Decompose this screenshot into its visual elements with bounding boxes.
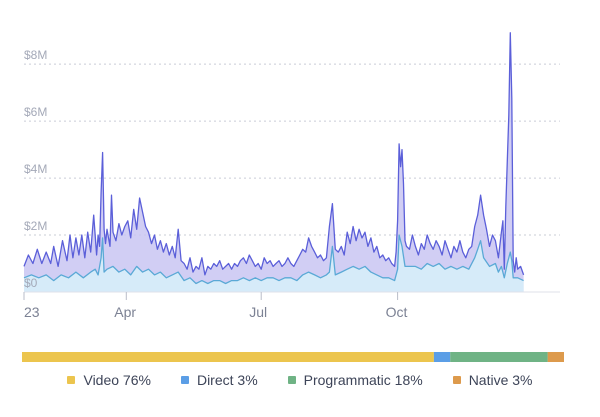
share-segment: [433, 352, 451, 362]
legend-item-direct[interactable]: Direct 3%: [180, 372, 258, 388]
legend-item-programmatic[interactable]: Programmatic 18%: [287, 372, 423, 388]
legend-item-native[interactable]: Native 3%: [452, 372, 533, 388]
share-segment: [450, 352, 548, 362]
legend-swatch-direct: [180, 376, 189, 384]
y-tick-label: $0: [24, 276, 38, 290]
legend-swatch-native: [452, 376, 461, 384]
x-tick-label: Oct: [386, 304, 408, 320]
gridlines: [24, 63, 560, 236]
y-tick-label: $6M: [24, 105, 47, 119]
y-tick-label: $4M: [24, 162, 47, 176]
legend-label-programmatic: Programmatic 18%: [303, 372, 423, 388]
series-line-base: [23, 234, 524, 285]
legend-label-direct: Direct 3%: [196, 372, 258, 388]
series-areas: [23, 32, 525, 293]
x-tick-label: Apr: [114, 304, 136, 320]
series-line-total: [23, 32, 525, 276]
x-axis-ticks: 23 Apr Jul Oct: [23, 291, 560, 320]
legend: Video 76% Direct 3% Programmatic 18% Nat…: [0, 372, 600, 388]
share-bar: [22, 352, 564, 362]
legend-swatch-programmatic: [287, 376, 296, 384]
share-segment: [22, 352, 434, 362]
legend-label-video: Video 76%: [83, 372, 151, 388]
x-tick-label: 23: [24, 304, 40, 320]
y-axis-ticks: $0 $2M $4M $6M $8M: [24, 48, 47, 290]
x-tick-label: Jul: [249, 304, 267, 320]
legend-label-native: Native 3%: [468, 372, 533, 388]
y-tick-label: $8M: [24, 48, 47, 62]
share-segment: [547, 352, 564, 362]
legend-swatch-video: [67, 376, 76, 384]
y-tick-label: $2M: [24, 219, 47, 233]
series-area-total: [24, 32, 524, 293]
legend-item-video[interactable]: Video 76%: [67, 372, 151, 388]
